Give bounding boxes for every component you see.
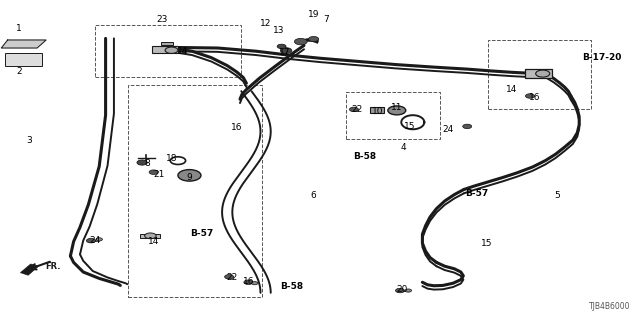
Circle shape — [165, 47, 178, 53]
Circle shape — [536, 70, 550, 77]
Text: 14: 14 — [506, 85, 518, 94]
Text: 8: 8 — [145, 159, 150, 168]
Text: 17: 17 — [279, 48, 291, 57]
Text: 23: 23 — [156, 15, 168, 24]
Circle shape — [149, 170, 158, 174]
Text: 13: 13 — [273, 26, 284, 35]
Circle shape — [388, 106, 406, 115]
Polygon shape — [1, 40, 46, 48]
Circle shape — [86, 238, 95, 243]
Circle shape — [96, 238, 102, 241]
Text: 20: 20 — [396, 285, 408, 294]
Circle shape — [308, 36, 319, 42]
Text: 21: 21 — [153, 170, 164, 179]
Text: B-17-20: B-17-20 — [582, 53, 621, 62]
Circle shape — [525, 94, 534, 98]
Circle shape — [244, 280, 253, 284]
Text: 10: 10 — [372, 108, 383, 116]
Text: 9: 9 — [186, 173, 191, 182]
Bar — [525, 69, 552, 78]
Circle shape — [405, 289, 412, 292]
Text: 18: 18 — [166, 154, 177, 163]
Bar — [5, 53, 42, 66]
Circle shape — [463, 124, 472, 129]
Text: 15: 15 — [404, 122, 415, 131]
Text: B-57: B-57 — [190, 229, 213, 238]
Circle shape — [225, 275, 234, 279]
Bar — [161, 42, 173, 45]
Text: 24: 24 — [89, 236, 100, 245]
Circle shape — [277, 44, 286, 49]
Text: 16: 16 — [231, 124, 243, 132]
Text: TJB4B6000: TJB4B6000 — [589, 302, 630, 311]
Text: 2: 2 — [17, 68, 22, 76]
Bar — [128, 85, 262, 297]
Circle shape — [137, 160, 147, 165]
Text: 12: 12 — [260, 20, 271, 28]
Text: 19: 19 — [308, 10, 319, 19]
Text: 4: 4 — [401, 143, 406, 152]
Bar — [488, 40, 591, 109]
Circle shape — [145, 233, 156, 239]
Text: 16: 16 — [529, 93, 540, 102]
Text: 22: 22 — [227, 273, 238, 282]
Text: 11: 11 — [391, 103, 403, 112]
Bar — [152, 46, 178, 53]
Text: 6: 6 — [311, 191, 316, 200]
Bar — [95, 25, 241, 77]
Text: 16: 16 — [243, 277, 254, 286]
Circle shape — [396, 288, 404, 293]
Text: 5: 5 — [554, 191, 559, 200]
Text: 22: 22 — [351, 105, 363, 114]
Bar — [346, 92, 440, 139]
Text: B-58: B-58 — [280, 282, 303, 291]
Circle shape — [280, 48, 292, 53]
Text: B-57: B-57 — [465, 189, 488, 198]
Text: FR.: FR. — [45, 262, 60, 271]
Bar — [370, 107, 384, 113]
Circle shape — [178, 170, 201, 181]
Text: 3: 3 — [26, 136, 31, 145]
Text: 24: 24 — [442, 125, 454, 134]
Text: 14: 14 — [177, 47, 188, 56]
Text: 7: 7 — [324, 15, 329, 24]
Circle shape — [349, 107, 358, 112]
Text: B-58: B-58 — [353, 152, 376, 161]
Text: 1: 1 — [17, 24, 22, 33]
Text: 15: 15 — [481, 239, 492, 248]
Circle shape — [294, 38, 307, 45]
Polygon shape — [20, 264, 38, 275]
Circle shape — [252, 282, 258, 285]
Text: 14: 14 — [148, 237, 159, 246]
Bar — [140, 234, 160, 238]
